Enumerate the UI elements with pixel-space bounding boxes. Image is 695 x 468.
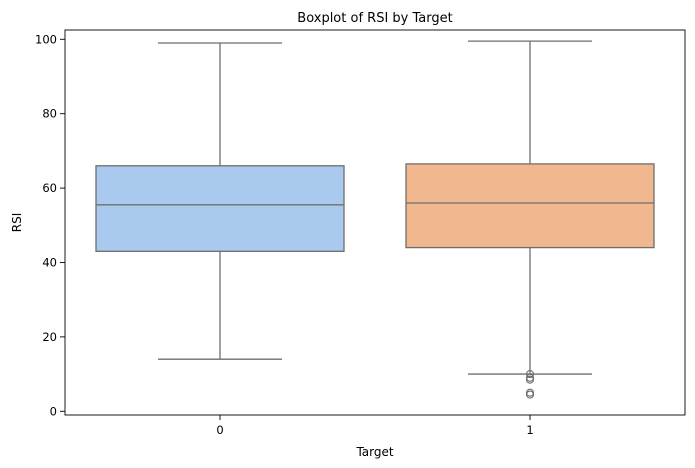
chart-title: Boxplot of RSI by Target — [297, 11, 452, 26]
iqr-box — [405, 163, 655, 249]
plot-frame — [64, 29, 686, 416]
y-tick-label: 20 — [42, 330, 57, 344]
y-tick-label: 80 — [42, 107, 57, 121]
x-tick-label: 1 — [526, 423, 533, 437]
y-tick-label: 0 — [50, 404, 57, 418]
boxes-layer — [95, 40, 655, 399]
x-axis-label: Target — [355, 445, 393, 459]
box-group-1 — [405, 40, 655, 399]
outlier-point — [525, 390, 535, 399]
iqr-box — [95, 165, 345, 252]
y-axis: 0 20 40 60 80 100 — [35, 32, 65, 418]
y-tick-label: 40 — [42, 255, 57, 269]
y-tick-label: 100 — [35, 32, 57, 46]
outlier-point — [525, 375, 535, 384]
y-axis-label: RSI — [10, 213, 24, 233]
y-tick-label: 60 — [42, 181, 57, 195]
plot-area — [64, 29, 686, 416]
box-group-0 — [95, 42, 345, 360]
outlier-point — [525, 370, 535, 379]
x-tick-label: 0 — [216, 423, 223, 437]
